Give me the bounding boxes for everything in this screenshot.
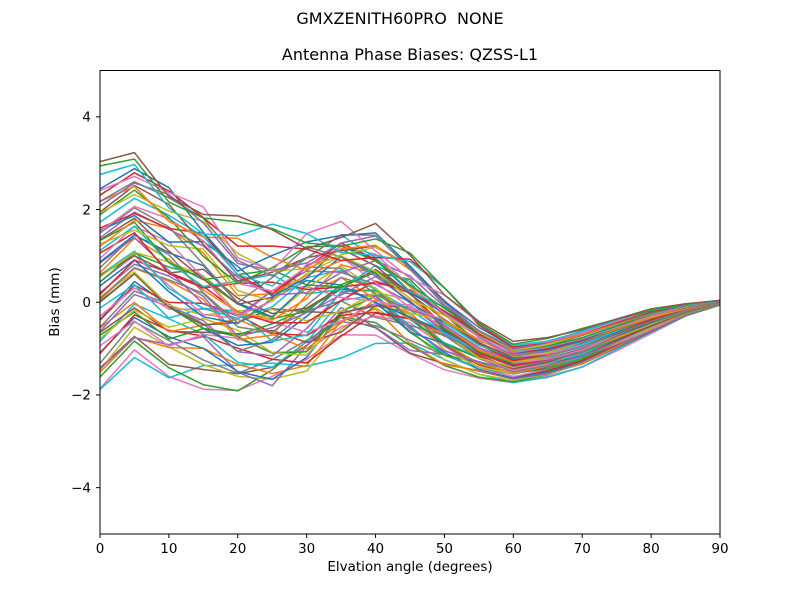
x-tick-label: 0 xyxy=(96,541,105,557)
bias-curve xyxy=(99,234,721,360)
bias-curve xyxy=(99,303,721,380)
axes-title: Antenna Phase Biases: QZSS-L1 xyxy=(281,45,539,64)
x-tick-label: 10 xyxy=(160,541,177,557)
y-tick-label: 2 xyxy=(82,202,91,218)
bias-curve xyxy=(99,189,721,352)
x-tick-label: 60 xyxy=(505,541,522,557)
y-tick-label: −4 xyxy=(71,480,91,496)
x-axis-label: Elvation angle (degrees) xyxy=(327,559,493,575)
bias-curve xyxy=(99,151,721,343)
series-lines xyxy=(99,151,721,392)
x-axis: 0 10 20 30 40 50 60 70 80 90 xyxy=(96,534,729,557)
bias-curve xyxy=(99,259,721,365)
bias-curve xyxy=(99,219,721,356)
x-tick-label: 30 xyxy=(298,541,315,557)
bias-curve xyxy=(99,163,721,347)
x-tick-label: 90 xyxy=(711,541,728,557)
bias-curve xyxy=(99,303,721,379)
x-tick-label: 80 xyxy=(643,541,660,557)
bias-curve xyxy=(99,175,721,347)
x-tick-label: 70 xyxy=(574,541,591,557)
x-tick-label: 20 xyxy=(229,541,246,557)
y-tick-label: 0 xyxy=(82,295,91,311)
y-tick-label: 4 xyxy=(82,110,91,126)
bias-curve xyxy=(99,291,721,372)
x-tick-label: 40 xyxy=(367,541,384,557)
x-tick-label: 50 xyxy=(436,541,453,557)
y-tick-label: −2 xyxy=(71,388,91,404)
figure-suptitle: GMXZENITH60PRO NONE xyxy=(296,9,504,28)
y-axis-label: Bias (mm) xyxy=(47,267,63,337)
bias-curve xyxy=(99,225,721,359)
y-axis: −4 −2 0 2 4 xyxy=(71,110,100,496)
